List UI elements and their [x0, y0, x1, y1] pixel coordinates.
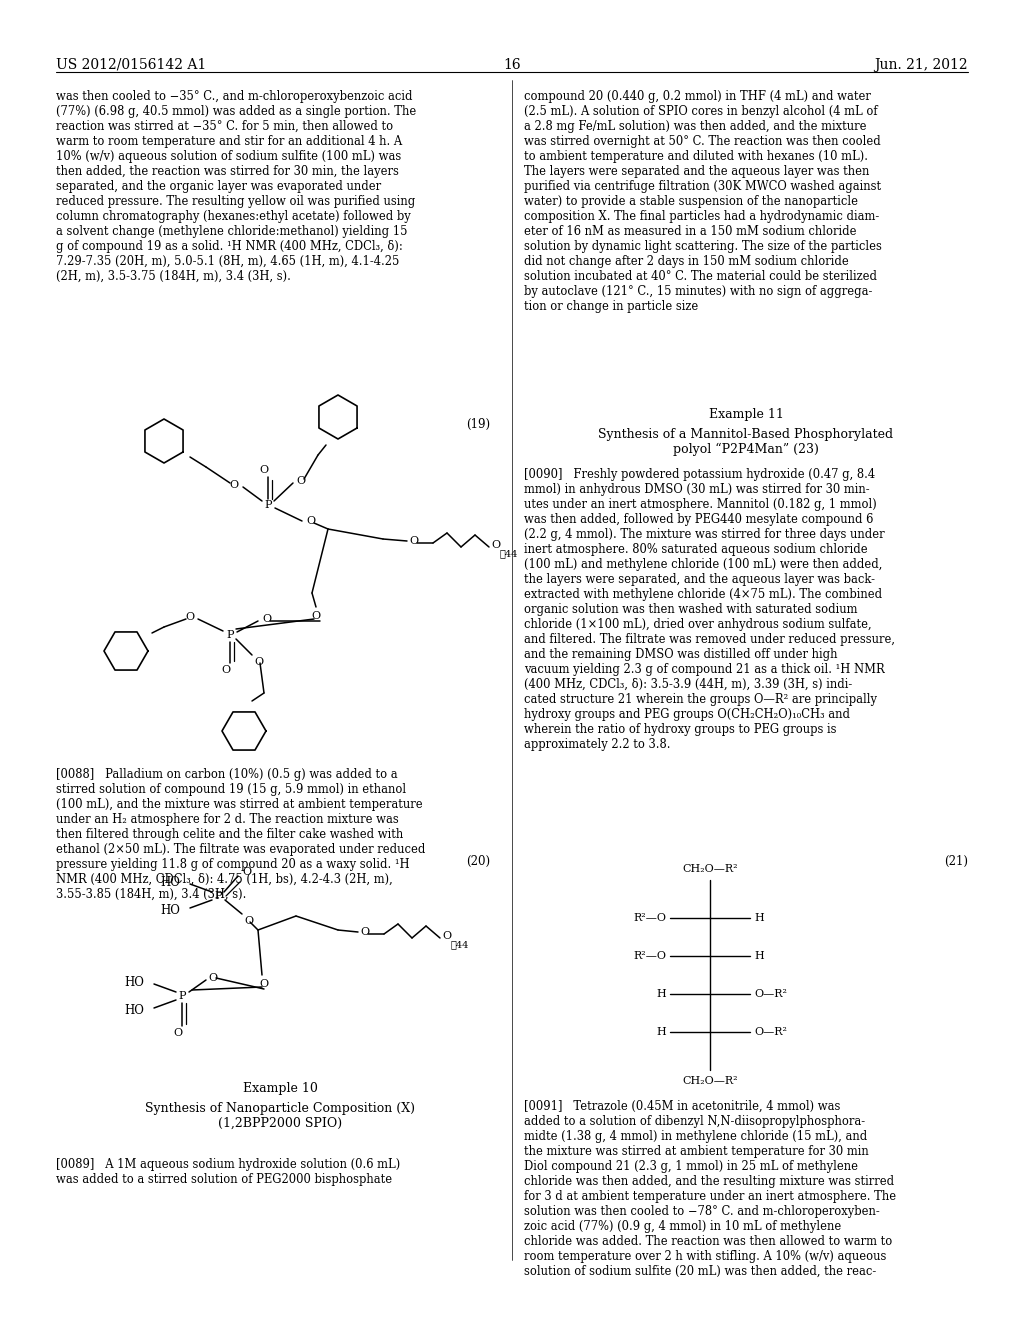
Text: Example 10: Example 10: [243, 1082, 317, 1096]
Text: O: O: [259, 979, 268, 989]
Text: Synthesis of Nanoparticle Composition (X)
(1,2BPP2000 SPIO): Synthesis of Nanoparticle Composition (X…: [145, 1102, 415, 1130]
Text: US 2012/0156142 A1: US 2012/0156142 A1: [56, 58, 206, 73]
Text: was then cooled to −35° C., and m-chloroperoxybenzoic acid
(77%) (6.98 g, 40.5 m: was then cooled to −35° C., and m-chloro…: [56, 90, 416, 282]
Text: O: O: [409, 536, 418, 546]
Text: O: O: [173, 1028, 182, 1038]
Text: HO: HO: [124, 975, 144, 989]
Text: (20): (20): [466, 855, 490, 869]
Text: P: P: [226, 630, 233, 640]
Text: H: H: [754, 913, 764, 923]
Text: O: O: [442, 931, 452, 941]
Text: O: O: [221, 665, 230, 675]
Text: HO: HO: [160, 903, 180, 916]
Text: P: P: [178, 991, 185, 1001]
Text: ⁲44: ⁲44: [500, 549, 518, 558]
Text: O: O: [244, 916, 253, 927]
Text: O: O: [296, 477, 305, 486]
Text: H: H: [754, 950, 764, 961]
Text: Jun. 21, 2012: Jun. 21, 2012: [874, 58, 968, 73]
Text: CH₂O—R²: CH₂O—R²: [682, 865, 738, 874]
Text: H: H: [656, 989, 666, 999]
Text: O—R²: O—R²: [754, 1027, 787, 1038]
Text: R²—O: R²—O: [633, 950, 666, 961]
Text: CH₂O—R²: CH₂O—R²: [682, 1076, 738, 1086]
Text: O: O: [311, 611, 321, 620]
Text: O: O: [254, 657, 263, 667]
Text: O: O: [208, 973, 217, 983]
Text: R²—O: R²—O: [633, 913, 666, 923]
Text: O: O: [490, 540, 500, 550]
Text: HO: HO: [160, 875, 180, 888]
Text: [0091]   Tetrazole (0.45M in acetonitrile, 4 mmol) was
added to a solution of di: [0091] Tetrazole (0.45M in acetonitrile,…: [524, 1100, 896, 1278]
Text: [0088]   Palladium on carbon (10%) (0.5 g) was added to a
stirred solution of co: [0088] Palladium on carbon (10%) (0.5 g)…: [56, 768, 425, 902]
Text: O: O: [306, 516, 315, 525]
Text: [0089]   A 1M aqueous sodium hydroxide solution (0.6 mL)
was added to a stirred : [0089] A 1M aqueous sodium hydroxide sol…: [56, 1158, 400, 1185]
Text: compound 20 (0.440 g, 0.2 mmol) in THF (4 mL) and water
(2.5 mL). A solution of : compound 20 (0.440 g, 0.2 mmol) in THF (…: [524, 90, 882, 313]
Text: 16: 16: [503, 58, 521, 73]
Text: P: P: [214, 891, 222, 902]
Text: O: O: [262, 614, 271, 624]
Text: ⁲44: ⁲44: [451, 940, 469, 949]
Text: Synthesis of a Mannitol-Based Phosphorylated
polyol “P2P4Man” (23): Synthesis of a Mannitol-Based Phosphoryl…: [598, 428, 894, 457]
Text: Example 11: Example 11: [709, 408, 783, 421]
Text: HO: HO: [124, 1003, 144, 1016]
Text: O: O: [242, 867, 251, 876]
Text: O—R²: O—R²: [754, 989, 787, 999]
Text: (19): (19): [466, 418, 490, 432]
Text: O: O: [360, 927, 369, 937]
Text: O: O: [229, 480, 238, 490]
Text: (21): (21): [944, 855, 968, 869]
Text: O: O: [259, 465, 268, 475]
Text: H: H: [656, 1027, 666, 1038]
Text: [0090]   Freshly powdered potassium hydroxide (0.47 g, 8.4
mmol) in anhydrous DM: [0090] Freshly powdered potassium hydrox…: [524, 469, 895, 751]
Text: O: O: [185, 612, 194, 622]
Text: P: P: [264, 500, 271, 510]
